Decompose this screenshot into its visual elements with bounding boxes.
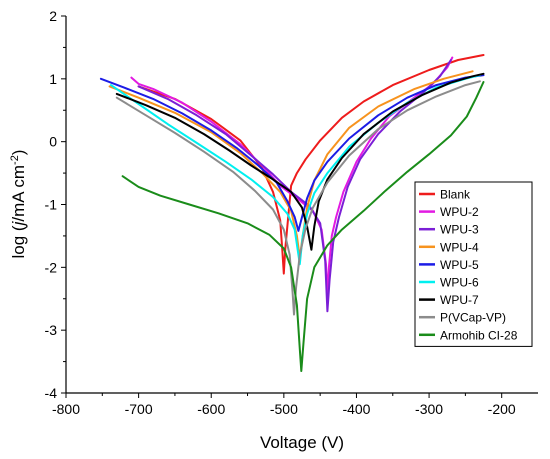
y-axis-title-j: j bbox=[9, 220, 28, 227]
x-tick-label: -500 bbox=[270, 401, 298, 417]
x-tick-label: -300 bbox=[415, 401, 443, 417]
x-tick-label: -600 bbox=[197, 401, 225, 417]
series-line-wpu-5 bbox=[99, 74, 485, 232]
x-tick-label: -700 bbox=[125, 401, 153, 417]
axes: -800 -700 -600 -500 -400 -300 -200 -4 -3 -2 -1 0 1 2 bbox=[45, 8, 538, 417]
series-line-wpu-7 bbox=[115, 72, 485, 251]
y-tick-label: -3 bbox=[45, 322, 58, 338]
series-line-wpu-3 bbox=[137, 59, 452, 313]
y-axis-title-prefix: log ( bbox=[9, 225, 28, 258]
series-line-armohib-ci-28 bbox=[121, 81, 485, 372]
x-tick-label: -200 bbox=[488, 401, 516, 417]
legend-label-blank: Blank bbox=[440, 188, 471, 202]
y-tick-label: -1 bbox=[45, 197, 58, 213]
y-tick-label: 1 bbox=[49, 71, 57, 87]
x-tick-label: -800 bbox=[52, 401, 80, 417]
legend-label-p-vcap-vp: P(VCap-VP) bbox=[440, 311, 506, 325]
legend: Blank WPU-2 WPU-3 WPU-4 WPU-5 WPU-6 WPU-7 P(VCa… bbox=[414, 181, 533, 347]
legend-label-armohib-ci-28: Armohib CI-28 bbox=[440, 328, 518, 342]
x-tick-label: -400 bbox=[342, 401, 370, 417]
y-axis-title-close: ) bbox=[9, 150, 28, 156]
legend-label-wpu-7: WPU-7 bbox=[440, 293, 479, 307]
y-tick-label: -4 bbox=[45, 385, 58, 401]
y-axis-title-sup: -2 bbox=[9, 155, 21, 165]
y-axis-title-units: /mA cm bbox=[9, 165, 28, 222]
y-tick-label: -2 bbox=[45, 259, 58, 275]
y-tick-label: 2 bbox=[49, 8, 57, 24]
x-axis-title: Voltage (V) bbox=[260, 433, 344, 452]
legend-label-wpu-6: WPU-6 bbox=[440, 276, 479, 290]
legend-label-wpu-5: WPU-5 bbox=[440, 258, 479, 272]
legend-label-wpu-2: WPU-2 bbox=[440, 205, 479, 219]
y-axis-title: log (j/mA cm-2) bbox=[9, 150, 28, 259]
legend-label-wpu-4: WPU-4 bbox=[440, 240, 479, 254]
series-line-p-vcap-vp bbox=[115, 80, 481, 316]
y-tick-label: 0 bbox=[49, 134, 57, 150]
legend-label-wpu-3: WPU-3 bbox=[440, 223, 479, 237]
series-layer bbox=[99, 54, 485, 372]
